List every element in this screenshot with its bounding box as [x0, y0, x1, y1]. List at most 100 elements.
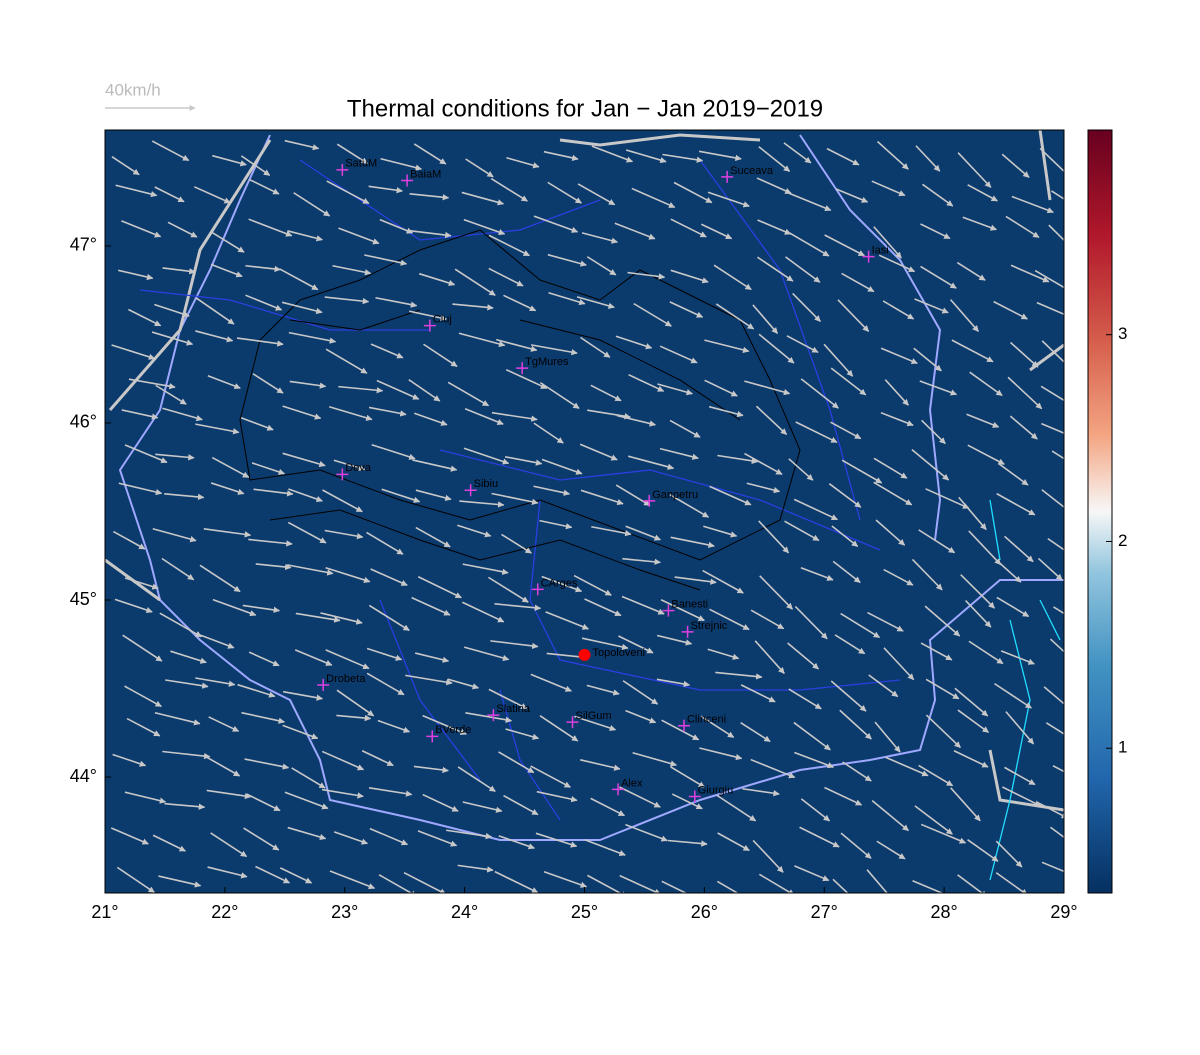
wind-arrow — [210, 263, 243, 278]
border — [799, 134, 942, 541]
wind-arrow — [381, 488, 421, 503]
wind-arrow — [957, 709, 989, 733]
wind-arrow — [465, 712, 513, 723]
wind-arrow — [832, 560, 861, 584]
wind-arrow — [199, 564, 241, 593]
wind-arrow — [415, 489, 452, 502]
wind-arrow — [1051, 190, 1064, 200]
wind-arrow — [413, 143, 447, 165]
wind-arrow — [876, 840, 906, 860]
wind-arrow — [503, 794, 539, 816]
wind-arrow — [962, 216, 997, 231]
wind-arrow — [504, 456, 543, 466]
x-tick-label: 21° — [91, 902, 118, 922]
wind-arrow — [539, 519, 573, 530]
wind-arrow — [744, 380, 791, 396]
wind-arrow — [1009, 415, 1038, 440]
wind-arrow — [824, 234, 865, 257]
wind-arrow — [325, 348, 368, 374]
wind-arrow — [255, 563, 292, 571]
wind-arrow — [320, 612, 363, 625]
wind-arrow — [154, 186, 185, 203]
wind-arrow — [667, 839, 708, 847]
wind-arrow — [380, 157, 423, 171]
wind-arrow — [998, 463, 1029, 486]
wind-arrow — [925, 678, 960, 700]
wind-arrow — [657, 383, 693, 396]
wind-arrow — [155, 453, 195, 461]
station: TgMures — [516, 356, 569, 375]
wind-arrow — [951, 339, 994, 363]
wind-arrow — [873, 226, 902, 259]
wind-arrow — [715, 303, 755, 330]
wind-arrow — [800, 798, 831, 822]
wind-arrow — [446, 829, 493, 840]
wind-arrow — [282, 690, 323, 701]
wind-arrow — [459, 500, 505, 508]
wind-arrow — [533, 485, 571, 496]
wind-arrow — [1002, 786, 1042, 807]
wind-arrow — [447, 678, 480, 690]
wind-arrow — [423, 343, 458, 368]
wind-arrow — [968, 530, 1002, 566]
wind-arrow — [1011, 195, 1054, 214]
contour — [269, 309, 741, 591]
wind-arrow — [111, 156, 140, 176]
wind-arrow — [785, 256, 821, 283]
wind-arrow — [950, 787, 981, 822]
wind-arrow — [533, 422, 564, 444]
wind-arrow — [1039, 147, 1064, 178]
wind-arrow — [505, 368, 548, 390]
highlight-label: Topoloveni — [593, 647, 646, 659]
wind-arrow — [618, 635, 654, 654]
wind-arrow — [548, 291, 586, 306]
wind-arrow — [756, 177, 792, 195]
wind-arrow — [587, 874, 628, 893]
wind-arrow — [1000, 650, 1035, 665]
wind-arrow — [244, 758, 290, 770]
wind-arrow — [956, 261, 986, 281]
wind-arrow — [880, 411, 914, 427]
wind-arrow — [501, 533, 532, 554]
wind-arrow — [920, 223, 951, 240]
wind-arrow — [366, 531, 404, 555]
wind-arrow — [700, 715, 735, 739]
wind-arrow — [913, 347, 942, 372]
wind-arrow — [159, 612, 202, 638]
wind-arrow — [878, 254, 916, 273]
wind-arrow — [462, 801, 503, 813]
wind-arrow — [1040, 385, 1064, 402]
x-tick-label: 22° — [211, 902, 238, 922]
wind-arrow — [840, 612, 881, 639]
wind-arrow — [591, 525, 632, 537]
x-tick-label: 24° — [451, 902, 478, 922]
wind-arrow — [996, 559, 1022, 583]
wind-arrow — [338, 227, 380, 245]
wind-arrow — [161, 557, 195, 581]
x-tick-label: 29° — [1050, 902, 1077, 922]
wind-arrow — [204, 755, 241, 777]
wind-arrow — [405, 674, 453, 686]
wind-arrow — [873, 457, 908, 479]
wind-arrow — [279, 268, 319, 291]
wind-arrow — [241, 711, 286, 724]
wind-arrow — [287, 521, 327, 544]
wind-arrow — [673, 181, 713, 204]
wind-arrow — [164, 802, 206, 810]
wind-arrow — [619, 874, 662, 893]
station: Iasi — [862, 244, 889, 263]
wind-arrow — [1043, 686, 1064, 705]
wind-arrow — [457, 524, 492, 538]
wind-arrow — [1041, 340, 1064, 364]
station-label: Alex — [621, 777, 643, 789]
wind-arrow — [586, 684, 620, 696]
wind-arrow — [883, 647, 915, 681]
wind-arrow — [1034, 269, 1064, 289]
wind-arrow — [921, 419, 946, 445]
wind-arrow — [953, 750, 989, 768]
colorbar-tick-label: 3 — [1118, 324, 1127, 343]
wind-arrow — [151, 331, 194, 346]
station: SatuM — [336, 158, 377, 176]
wind-arrow — [154, 303, 190, 318]
